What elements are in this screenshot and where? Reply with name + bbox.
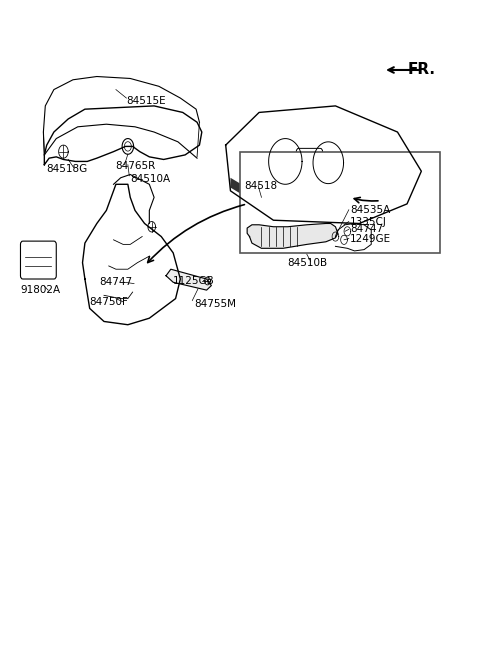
Text: FR.: FR. <box>408 62 435 77</box>
FancyBboxPatch shape <box>296 148 323 181</box>
Polygon shape <box>230 178 407 214</box>
FancyBboxPatch shape <box>240 152 441 253</box>
FancyBboxPatch shape <box>21 241 56 279</box>
Polygon shape <box>247 224 338 249</box>
Text: 84747: 84747 <box>99 277 132 287</box>
Text: 84518: 84518 <box>244 180 277 191</box>
Text: 1125GB: 1125GB <box>173 276 215 286</box>
Text: 1249GE: 1249GE <box>350 234 391 243</box>
Text: 84747: 84747 <box>350 224 383 234</box>
Text: 84750F: 84750F <box>90 297 129 307</box>
Text: 84510A: 84510A <box>130 174 170 184</box>
Text: 91802A: 91802A <box>21 285 60 295</box>
Polygon shape <box>166 269 211 290</box>
Polygon shape <box>373 184 421 212</box>
Text: 84518G: 84518G <box>47 164 88 174</box>
Text: 1335CJ: 1335CJ <box>350 216 386 226</box>
Text: 84755M: 84755M <box>195 299 237 309</box>
Text: 84515E: 84515E <box>126 96 166 106</box>
Text: 84765R: 84765R <box>115 161 155 171</box>
Text: 84510B: 84510B <box>288 258 328 268</box>
Text: 84535A: 84535A <box>350 205 390 215</box>
